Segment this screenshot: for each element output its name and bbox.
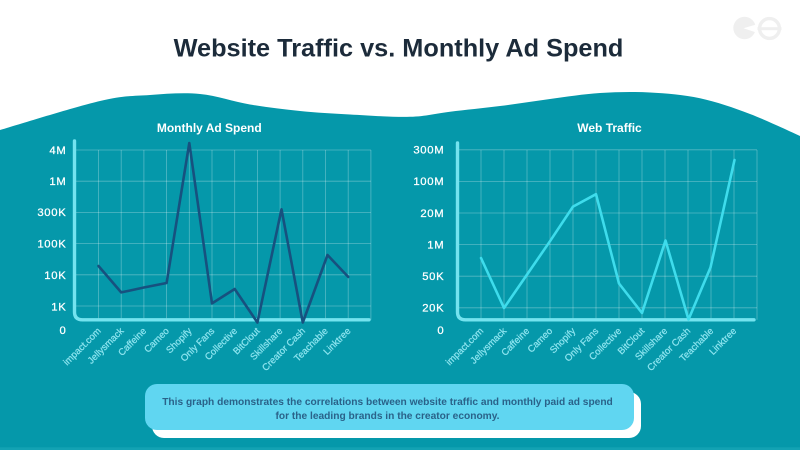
svg-text:Web Traffic: Web Traffic (577, 121, 642, 135)
svg-text:0: 0 (437, 325, 444, 337)
svg-text:Monthly Ad Spend: Monthly Ad Spend (157, 121, 262, 135)
svg-text:1M: 1M (49, 176, 66, 188)
svg-text:0: 0 (60, 325, 67, 337)
svg-text:100M: 100M (413, 176, 444, 188)
svg-text:1M: 1M (427, 239, 444, 251)
svg-text:1K: 1K (51, 301, 66, 313)
svg-text:20K: 20K (422, 303, 444, 315)
svg-text:4M: 4M (49, 145, 66, 157)
svg-text:for the leading brands in the: for the leading brands in the creator ec… (276, 411, 500, 422)
svg-text:300K: 300K (37, 207, 66, 219)
svg-text:20M: 20M (420, 208, 444, 220)
svg-text:100K: 100K (37, 238, 66, 250)
svg-text:50K: 50K (422, 271, 444, 283)
svg-text:300M: 300M (413, 145, 444, 157)
svg-text:10K: 10K (44, 270, 66, 282)
svg-text:This graph demonstrates the co: This graph demonstrates the correlations… (162, 397, 613, 408)
svg-text:Website Traffic vs. Monthly Ad: Website Traffic vs. Monthly Ad Spend (174, 35, 624, 63)
